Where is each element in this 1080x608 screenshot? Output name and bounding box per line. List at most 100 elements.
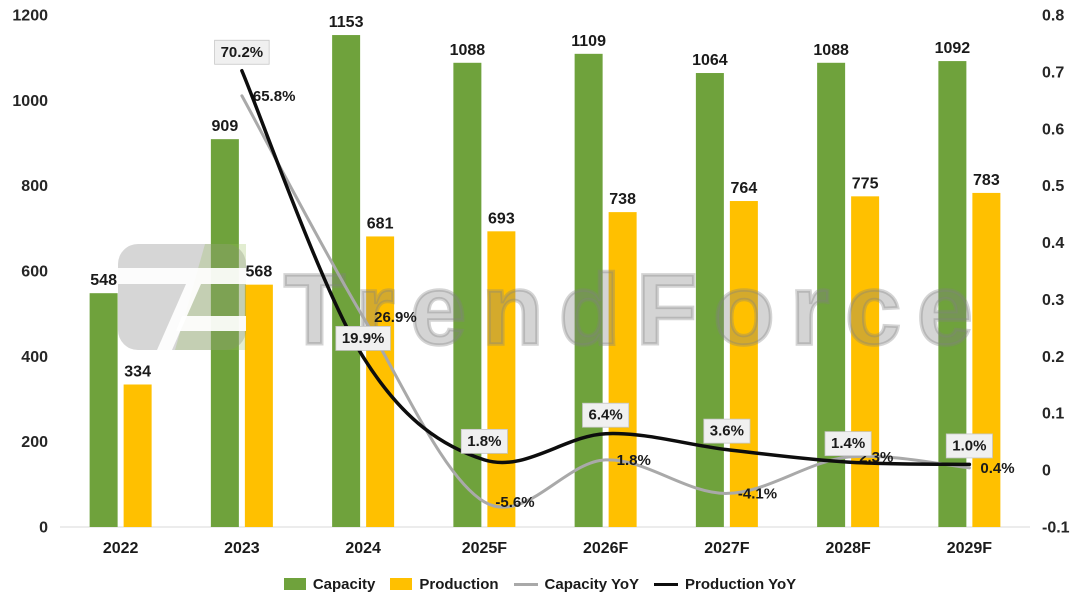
production-yoy-point-label: 19.9%: [335, 326, 391, 351]
capacity-swatch-icon: [283, 578, 306, 590]
production-value-label: 334: [124, 363, 151, 380]
capacity-value-label: 1109: [571, 33, 606, 50]
production-bar: [123, 384, 152, 527]
legend-item-production-yoy: Production YoY: [654, 576, 796, 593]
svg-text:6.4%: 6.4%: [589, 407, 623, 424]
legend-label-capacity: Capacity: [312, 575, 376, 593]
right-axis-tick: 0.7: [1042, 64, 1064, 81]
right-axis-tick: 0.2: [1042, 349, 1064, 366]
production-bar: [851, 196, 880, 528]
capacity-yoy-point-label: -4.1%: [738, 485, 777, 502]
legend-item-production: Production: [390, 575, 499, 593]
right-axis-tick: -0.1: [1042, 520, 1070, 537]
capacity-yoy-point-label: 1.8%: [617, 452, 651, 469]
right-axis-tick: 0.5: [1042, 178, 1064, 195]
production-bar: [972, 192, 1001, 528]
production-yoy-line: [240, 69, 972, 467]
production-value-label: 764: [731, 180, 758, 197]
category-label: 2027F: [704, 540, 750, 557]
right-axis-tick: 0: [1042, 463, 1051, 480]
production-yoy-point-label: 70.2%: [214, 39, 270, 65]
production-yoy-line-icon: [654, 582, 679, 586]
left-axis-tick: 400: [21, 349, 48, 366]
production-value-label: 738: [609, 191, 636, 208]
right-axis-tick: 0.3: [1042, 292, 1064, 309]
capacity-value-label: 1153: [329, 14, 364, 31]
capacity-yoy-point-label: 0.4%: [980, 460, 1014, 477]
yoy-lines: 65.8%26.9%-5.6%1.8%-4.1%2.3%0.4%: [240, 69, 1015, 511]
right-axis-tick: 0.6: [1042, 121, 1064, 138]
capacity-yoy-point-label: 26.9%: [374, 309, 417, 326]
legend-item-capacity-yoy: Capacity YoY: [513, 575, 640, 593]
data-labels: 548 909 1153 1088 1109 1064 1088 1092 334 568 681 6…: [90, 14, 1000, 459]
production-bar: [729, 201, 758, 527]
capacity-bar: [574, 53, 603, 528]
capacity-value-label: 548: [90, 272, 117, 289]
capacity-bar: [210, 139, 239, 527]
production-bar: [608, 212, 637, 527]
capacity-value-label: 1088: [813, 42, 849, 59]
label-box: [703, 418, 751, 444]
production-yoy-point-label: 1.0%: [945, 433, 993, 459]
svg-text:3.6%: 3.6%: [710, 423, 744, 440]
logo-stem-slash: [157, 284, 201, 350]
legend-label-production: Production: [419, 575, 499, 593]
capacity-bar: [89, 293, 118, 527]
svg-text:1.8%: 1.8%: [467, 433, 501, 450]
right-axis-tick: 0.8: [1042, 8, 1064, 25]
category-label: 2023: [224, 540, 260, 557]
capacity-bar: [695, 73, 724, 527]
left-axis-tick: 0: [39, 520, 48, 537]
capacity-yoy-point-label: -5.6%: [495, 494, 534, 511]
production-yoy-point-label: 3.6%: [703, 418, 751, 444]
production-bar: [487, 231, 516, 527]
watermark-text: TrendForce: [284, 254, 989, 366]
left-axis-tick: 1200: [12, 8, 48, 25]
production-bar: [244, 284, 273, 527]
capacity-yoy-point-label: 65.8%: [253, 88, 296, 105]
left-axis-tick: 600: [21, 264, 48, 281]
capacity-value-label: 1092: [935, 40, 971, 57]
chart-legend: Capacity Production Capacity YoY Product…: [0, 571, 1080, 597]
left-axis-tick: 1000: [12, 93, 48, 110]
category-label: 2024: [345, 540, 381, 557]
production-value-label: 693: [488, 210, 515, 227]
production-value-label: 783: [973, 172, 1000, 189]
bars: [89, 35, 1001, 528]
capacity-yoy-line-icon: [513, 582, 538, 586]
left-axis-tick: 800: [21, 178, 48, 195]
legend-label-production-yoy: Production YoY: [685, 575, 797, 593]
label-box: [335, 326, 391, 351]
label-box: [945, 433, 993, 459]
capacity-yoy-line: [240, 94, 971, 509]
production-value-label: 775: [852, 175, 879, 192]
label-box: [582, 402, 630, 428]
production-yoy-point-label: 1.4%: [824, 431, 872, 457]
label-box: [214, 39, 270, 65]
legend-item-capacity: Capacity: [283, 575, 376, 593]
legend-label-capacity-yoy: Capacity YoY: [544, 575, 640, 593]
production-yoy-point-label: 1.8%: [460, 428, 508, 454]
category-label: 2022: [103, 540, 139, 557]
svg-text:1.0%: 1.0%: [952, 437, 986, 454]
svg-text:19.9%: 19.9%: [342, 330, 385, 347]
capacity-value-label: 1088: [450, 42, 486, 59]
category-label: 2026F: [583, 540, 629, 557]
category-label: 2029F: [947, 540, 993, 557]
svg-text:70.2%: 70.2%: [221, 44, 264, 61]
capacity-bar: [332, 35, 361, 527]
axes: 0 200 400 600 800 1000 1200 -0.1 0 0.1 0.2 0.3 0.4 0.…: [12, 8, 1069, 558]
category-label: 2028F: [825, 540, 871, 557]
trendforce-watermark: TrendForce: [112, 244, 989, 368]
production-yoy-point-label: 6.4%: [582, 402, 630, 428]
left-axis-tick: 200: [21, 434, 48, 451]
capacity-value-label: 909: [212, 118, 239, 135]
svg-text:1.4%: 1.4%: [831, 435, 865, 452]
category-label: 2025F: [462, 540, 508, 557]
right-axis-tick: 0.1: [1042, 406, 1064, 423]
production-swatch-icon: [390, 578, 413, 590]
production-value-label: 681: [367, 215, 394, 232]
right-axis-tick: 0.4: [1042, 235, 1064, 252]
